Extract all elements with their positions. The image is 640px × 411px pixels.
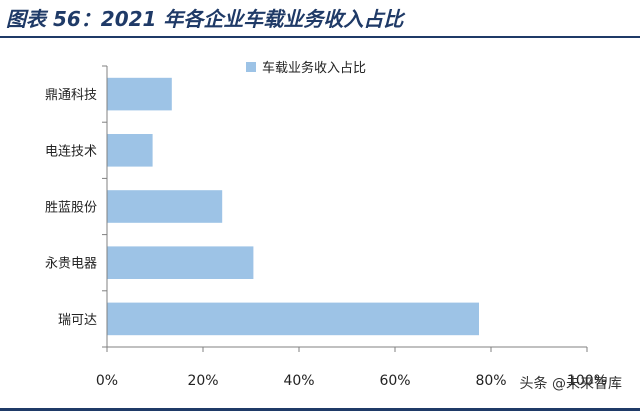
x-tick-label: 60%: [379, 373, 410, 389]
x-tick-label: 0%: [96, 373, 118, 389]
watermark-text: 头条 @未来智库: [519, 376, 622, 392]
bar-4: [107, 246, 254, 279]
bar-1: [107, 77, 172, 111]
legend-swatch: [246, 62, 256, 72]
chart-title: 图表 56：2021 年各企业车载业务收入占比: [6, 7, 404, 31]
category-label: 瑞可达: [58, 313, 97, 328]
category-label: 鼎通科技: [45, 88, 97, 103]
bottom-rule: [0, 408, 640, 411]
category-label: 胜蓝股份: [45, 201, 97, 216]
category-label: 永贵电器: [45, 257, 97, 272]
title-bar: 图表 56：2021 年各企业车载业务收入占比: [0, 0, 640, 38]
bar-5: [107, 302, 479, 336]
x-tick-label: 40%: [283, 373, 314, 389]
x-tick-label: 20%: [187, 373, 218, 389]
bar-2: [107, 134, 153, 167]
x-tick-label: 80%: [475, 373, 506, 389]
x-tick-label: 100%: [567, 373, 607, 389]
category-label: 电连技术: [45, 143, 97, 159]
bar-3: [107, 190, 223, 223]
legend-label: 车载业务收入占比: [262, 60, 366, 76]
